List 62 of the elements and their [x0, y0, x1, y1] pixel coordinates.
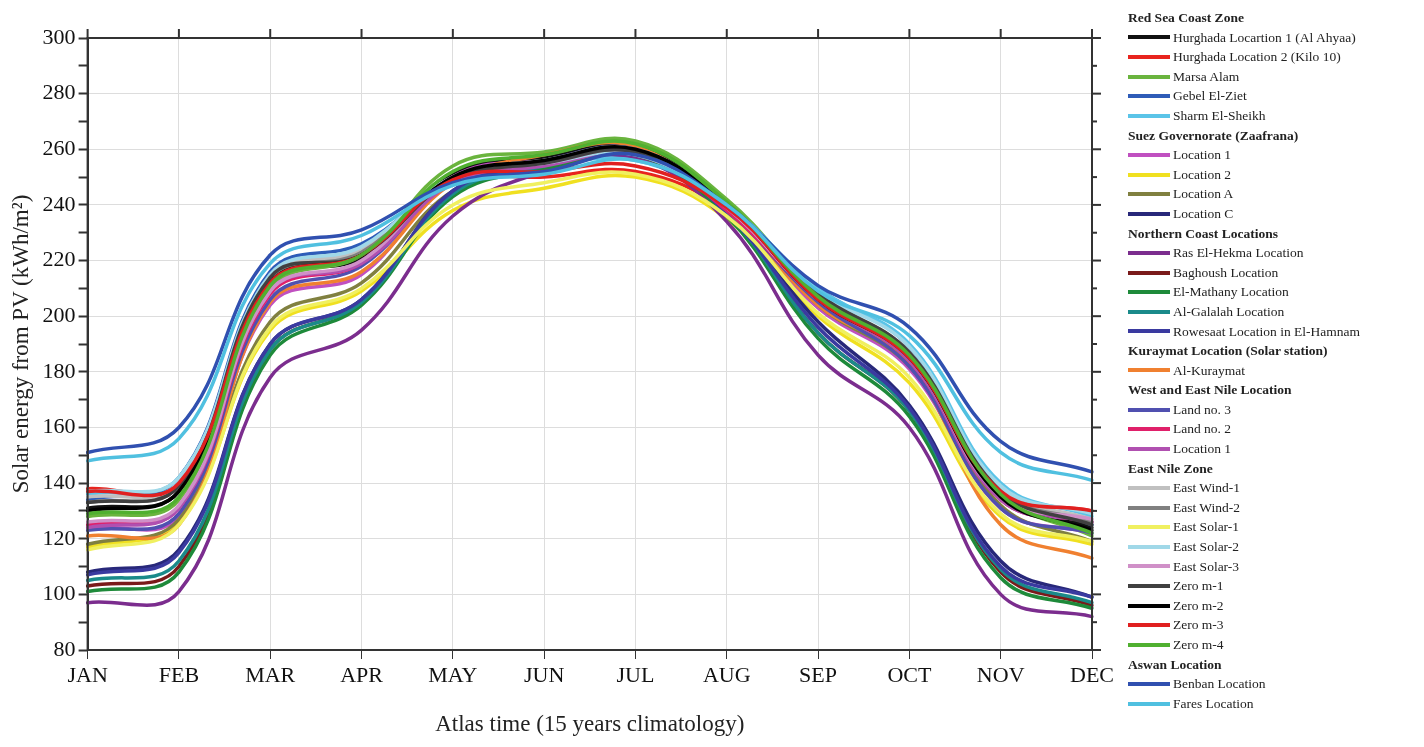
x-tick-label: DEC — [1070, 661, 1114, 687]
legend-label: El-Mathany Location — [1173, 283, 1289, 302]
x-tick-label: SEP — [799, 661, 838, 687]
y-tick-label: 260 — [42, 135, 76, 161]
legend-label: East Solar-2 — [1173, 538, 1240, 557]
legend-label: East Solar-3 — [1173, 557, 1240, 576]
legend-label: Marsa Alam — [1173, 67, 1240, 86]
text: Aswan Location — [1128, 655, 1223, 674]
x-tick-label: NOV — [976, 661, 1025, 687]
x-tick-label: MAR — [245, 661, 296, 687]
x-tick-label: OCT — [887, 661, 932, 687]
legend-label: Baghoush Location — [1173, 263, 1279, 282]
legend-label: Hurghada Locartion 1 (Al Ahyaa) — [1173, 28, 1356, 47]
text: East Nile Zone — [1128, 459, 1214, 478]
x-tick-label: AUG — [702, 661, 751, 687]
legend-label: Gebel El-Ziet — [1173, 87, 1247, 106]
legend-label: Zero m-2 — [1173, 596, 1224, 615]
y-tick-label: 240 — [42, 190, 76, 216]
legend-label: Hurghada Location 2 (Kilo 10) — [1173, 48, 1341, 67]
legend-label: East Solar-1 — [1173, 518, 1240, 537]
x-tick-label: APR — [340, 661, 384, 687]
x-axis-title: Atlas time (15 years climatology) — [435, 711, 745, 737]
legend-label: Zero m-4 — [1173, 636, 1224, 654]
legend-label: Fares Location — [1173, 694, 1254, 713]
legend-label: Al-Kuraymat — [1173, 361, 1245, 380]
x-tick-label: JUN — [523, 661, 565, 687]
legend-label: Land no. 2 — [1173, 420, 1232, 439]
legend-label: Location 2 — [1173, 165, 1232, 184]
legend-label: Location A — [1173, 185, 1234, 204]
y-tick-label: 120 — [42, 524, 76, 550]
x-tick-label: JUL — [616, 661, 655, 687]
legend-label: Northern Coast Locations — [1128, 224, 1279, 243]
legend-label: Location 1 — [1173, 146, 1232, 165]
legend-label: East Wind-1 — [1173, 479, 1241, 498]
y-tick-label: 180 — [42, 357, 76, 383]
y-tick-label: 300 — [42, 23, 76, 49]
y-tick-label: 220 — [42, 246, 76, 272]
y-tick-label: 200 — [42, 301, 76, 327]
y-tick-label: 100 — [42, 580, 76, 606]
x-tick-label: FEB — [158, 661, 200, 687]
y-tick-label: 160 — [42, 413, 76, 439]
legend-label: Zero m-1 — [1173, 577, 1224, 596]
legend-label: Al-Galalah Location — [1173, 302, 1285, 321]
legend-label: Land no. 3 — [1173, 400, 1232, 419]
legend-label: Location 1 — [1173, 440, 1232, 459]
legend-label: Benban Location — [1173, 675, 1266, 694]
text: West and East Nile Location — [1128, 381, 1293, 400]
legend-label: Rowesaat Location in El-Hamnam — [1173, 322, 1361, 341]
legend-label: Ras El-Hekma Location — [1173, 244, 1304, 263]
legend-label: Kuraymat Location (Solar station) — [1128, 342, 1329, 361]
text: Red Sea Coast Zone — [1128, 9, 1245, 27]
legend-label: Zero m-3 — [1173, 616, 1224, 635]
y-tick-label: 140 — [42, 468, 76, 494]
text: Suez Governorate (Zaafrana) — [1128, 126, 1300, 145]
legend-label: East Wind-2 — [1173, 498, 1241, 517]
y-tick-label: 80 — [53, 635, 76, 661]
y-axis-title: Solar energy from PV (kWh/m²) — [7, 194, 33, 494]
legend-label: Sharm El-Sheikh — [1173, 106, 1266, 125]
x-tick-label: MAY — [428, 661, 478, 687]
x-tick-label: JAN — [67, 661, 108, 687]
legend-label: Location C — [1173, 204, 1234, 223]
y-tick-label: 280 — [42, 79, 76, 105]
